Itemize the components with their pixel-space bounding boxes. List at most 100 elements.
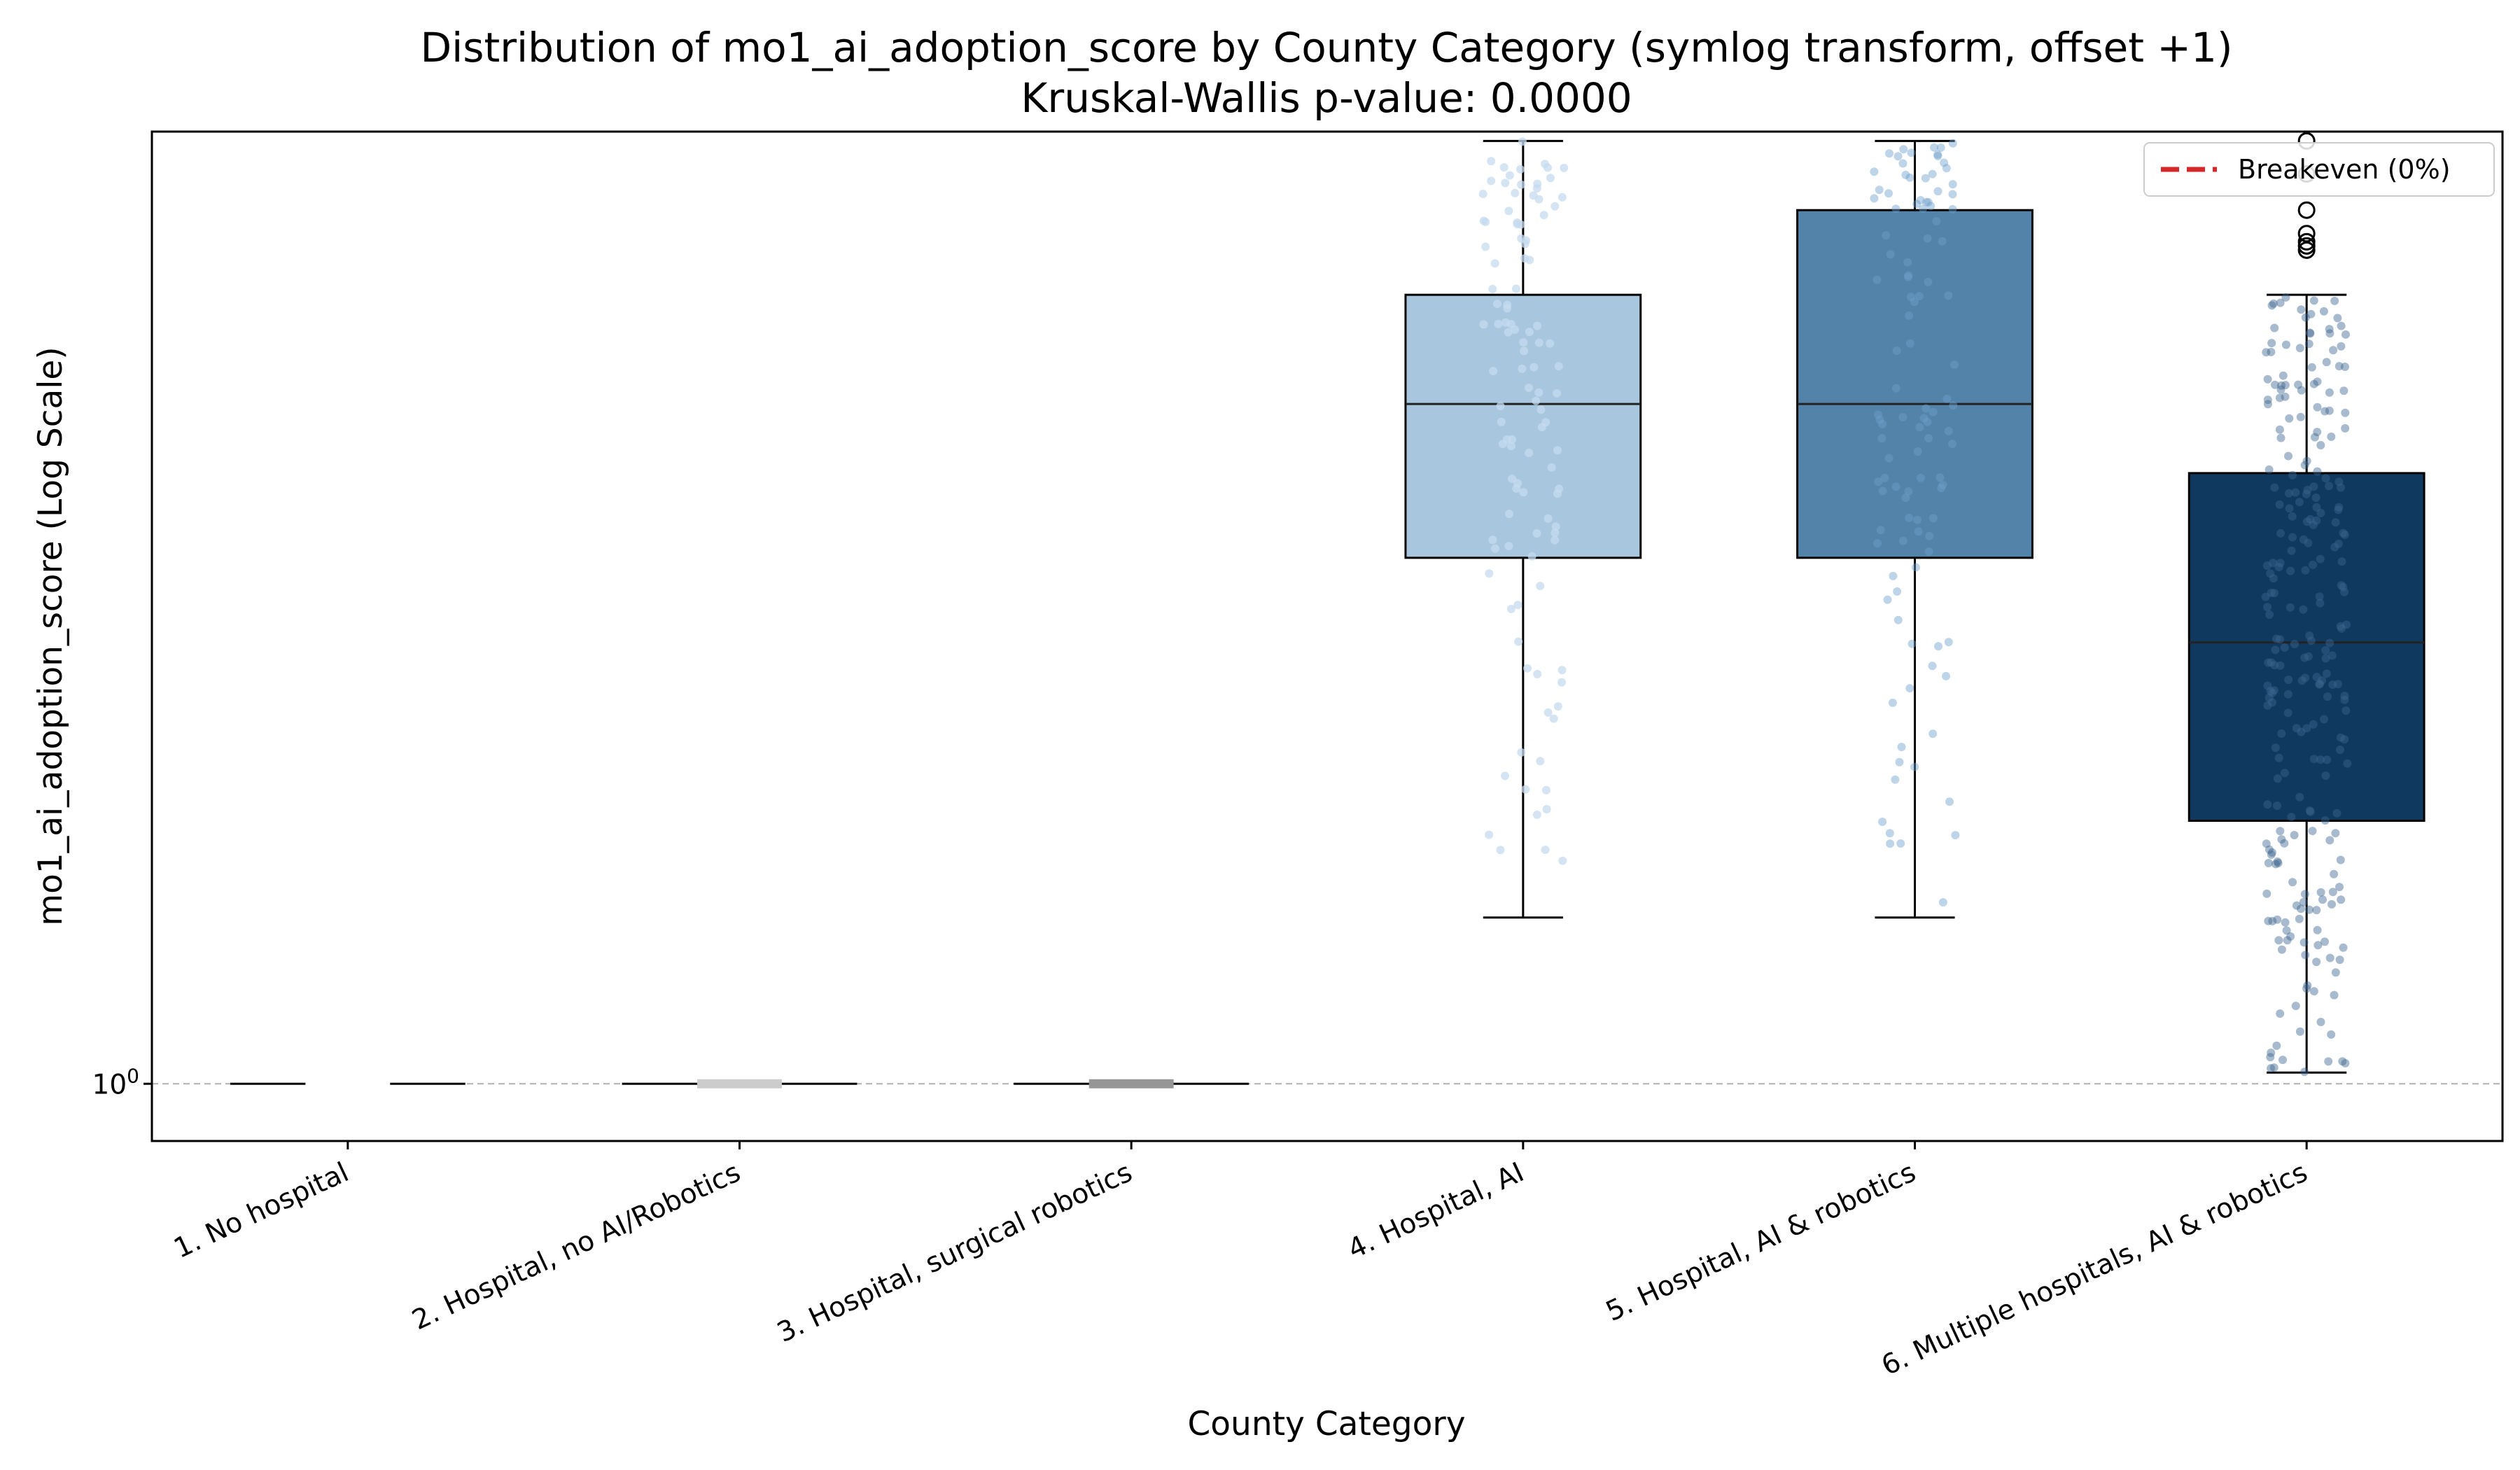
- strip-point: [2274, 563, 2283, 572]
- strip-point: [2313, 467, 2322, 476]
- strip-point: [2324, 1057, 2333, 1066]
- strip-point: [1487, 176, 1496, 186]
- strip-point: [2325, 325, 2334, 334]
- strip-point: [1886, 250, 1895, 259]
- strip-point: [2312, 958, 2321, 967]
- strip-point: [2263, 374, 2272, 384]
- strip-point: [2264, 845, 2274, 854]
- strip-point: [2312, 673, 2321, 682]
- strip-point: [1878, 486, 1887, 496]
- strip-point: [1949, 401, 1958, 410]
- strip-point: [2281, 340, 2290, 349]
- strip-point: [2292, 724, 2301, 733]
- strip-point: [1913, 515, 1921, 524]
- strip-point: [1497, 417, 1506, 426]
- strip-point: [1922, 197, 1931, 206]
- strip-point: [1936, 143, 1945, 152]
- strip-point: [1489, 367, 1498, 376]
- strip-point: [2340, 692, 2349, 701]
- strip-point: [1935, 473, 1945, 482]
- strip-point: [2295, 344, 2304, 353]
- strip-point: [1479, 320, 1488, 329]
- strip-point: [2271, 645, 2280, 654]
- strip-point: [2267, 347, 2276, 356]
- strip-point: [1536, 757, 1545, 766]
- strip-point: [2299, 897, 2308, 906]
- strip-point: [2309, 379, 2318, 388]
- strip-point: [2263, 681, 2272, 690]
- strip-point: [2310, 433, 2319, 442]
- strip-point: [1951, 831, 1960, 840]
- strip-point: [2327, 1030, 2336, 1039]
- strip-point: [2275, 425, 2284, 434]
- strip-point: [2297, 676, 2306, 685]
- strip-point: [2283, 708, 2292, 718]
- strip-point: [1874, 410, 1882, 419]
- strip-point: [1932, 217, 1941, 226]
- strip-point: [2302, 456, 2311, 465]
- strip-point: [1547, 463, 1556, 472]
- strip-points-4: [1478, 137, 1569, 865]
- strip-point: [2334, 505, 2343, 514]
- strip-point: [1905, 513, 1914, 522]
- strip-point: [1503, 300, 1512, 309]
- strip-point: [1478, 190, 1488, 198]
- strip-point: [1914, 527, 1923, 536]
- strip-point: [2290, 640, 2299, 648]
- strip-point: [2305, 806, 2314, 815]
- strip-point: [1903, 258, 1912, 267]
- strip-point: [1553, 388, 1562, 398]
- strip-point: [1533, 670, 1542, 678]
- strip-point: [2320, 407, 2330, 416]
- strip-point: [2288, 512, 2297, 521]
- strip-point: [1520, 239, 1530, 248]
- strip-point: [1937, 484, 1946, 493]
- strip-point: [2299, 605, 2308, 614]
- strip-point: [1924, 277, 1933, 286]
- strip-point: [2267, 339, 2276, 348]
- strip-point: [2277, 381, 2286, 390]
- plot-area: [152, 132, 2502, 1088]
- strip-point: [2261, 592, 2270, 601]
- strip-point: [2301, 951, 2310, 960]
- strip-point: [1883, 595, 1892, 604]
- strip-point: [2276, 298, 2285, 307]
- strip-point: [2272, 634, 2281, 643]
- strip-point: [2306, 329, 2315, 338]
- strip-point: [2280, 769, 2289, 778]
- strip-point: [2336, 855, 2345, 864]
- strip-point: [2321, 654, 2330, 663]
- strip-point: [1511, 284, 1520, 293]
- strip-point: [2312, 906, 2321, 915]
- strip-point: [1529, 191, 1538, 200]
- strip-point: [2341, 1058, 2350, 1068]
- strip-point: [2318, 676, 2327, 685]
- strip-point: [2300, 461, 2309, 470]
- strip-point: [1882, 231, 1891, 240]
- strip-point: [1520, 254, 1530, 263]
- strip-point: [2309, 520, 2318, 529]
- strip-point: [2264, 658, 2273, 667]
- strip-point: [2308, 827, 2317, 836]
- strip-point: [1925, 531, 1934, 540]
- strip-point: [1558, 678, 1566, 687]
- strip-point: [2297, 386, 2306, 395]
- strip-point: [1923, 417, 1932, 426]
- strip-point: [1488, 536, 1497, 545]
- strip-point: [2299, 535, 2308, 544]
- strip-point: [1546, 174, 1555, 183]
- strip-point: [1527, 552, 1536, 561]
- strip-point: [2325, 329, 2334, 338]
- strip-point: [2274, 753, 2283, 762]
- strip-point: [2280, 643, 2289, 652]
- strip-point: [2336, 622, 2345, 631]
- strip-point: [1905, 311, 1914, 320]
- strip-point: [2295, 1027, 2304, 1036]
- strip-point: [1555, 484, 1564, 493]
- strip-point: [2301, 313, 2310, 322]
- strip-point: [2271, 743, 2280, 752]
- strip-point: [2288, 878, 2297, 887]
- strip-point: [2339, 943, 2348, 952]
